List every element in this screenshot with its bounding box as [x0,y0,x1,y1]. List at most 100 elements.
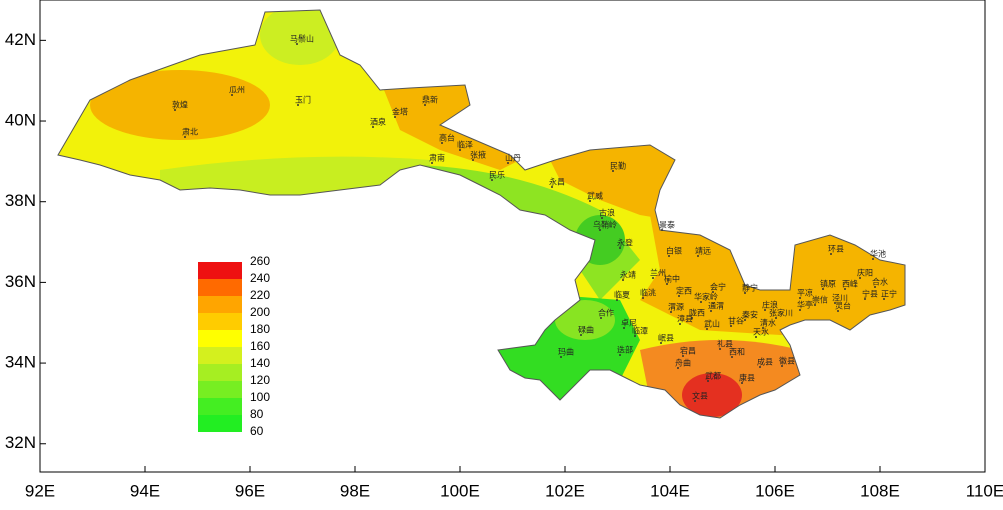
y-tick-label: 34N [5,353,36,372]
station-label: 天水 [753,327,769,337]
station-dot [706,328,708,330]
station-dot [762,327,764,329]
x-tick-label: 96E [235,481,265,500]
station-label: 徽县 [779,356,795,366]
station-label: 秦安 [742,310,758,320]
station-label: 通渭 [708,301,724,311]
station-dot [623,327,625,329]
station-label: 玛曲 [558,347,574,357]
station-label: 西峰 [842,279,858,289]
station-label: 民勤 [610,161,626,171]
station-label: 民乐 [489,170,505,180]
station-dot [660,342,662,344]
station-label: 白银 [666,246,682,256]
station-label: 合水 [872,277,888,287]
station-label: 宕昌 [680,346,696,356]
station-label: 灵台 [835,301,851,311]
station-label: 文县 [692,391,708,401]
station-dot [679,323,681,325]
station-dot [830,253,832,255]
legend-swatch [198,415,242,432]
legend-swatch [198,279,242,296]
x-tick-label: 102E [545,481,585,500]
station-label: 金塔 [392,107,408,117]
station-dot [864,298,866,300]
station-label: 礼县 [717,339,733,349]
station-dot [775,317,777,319]
station-dot [600,317,602,319]
station-dot [814,304,816,306]
station-label: 静宁 [742,283,758,293]
station-dot [297,104,299,106]
station-label: 瓜州 [229,86,245,95]
legend-swatch [198,381,242,398]
station-label: 崇信 [812,295,828,305]
station-label: 定西 [676,286,692,296]
station-label: 马鬃山 [290,34,314,44]
station-label: 临洮 [640,288,656,298]
station-label: 永靖 [620,270,636,280]
station-dot [694,400,696,402]
station-dot [472,159,474,161]
station-dot [670,311,672,313]
station-dot [697,255,699,257]
legend-label: 160 [250,339,270,353]
station-label: 岷县 [658,334,674,343]
station-dot [741,382,743,384]
station-dot [394,116,396,118]
station-label: 泾川 [832,294,848,303]
legend-swatch [198,347,242,364]
station-label: 山丹 [505,153,521,163]
station-label: 镇原 [820,279,836,289]
station-label: 永昌 [549,177,565,187]
station-label: 景泰 [659,220,675,230]
station-dot [759,366,761,368]
station-dot [296,43,298,45]
station-label: 卓尼 [621,318,637,328]
station-dot [799,297,801,299]
station-dot [799,309,801,311]
station-label: 临泽 [457,140,473,150]
station-label: 高台 [439,133,455,143]
station-dot [642,297,644,299]
station-label: 庆阳 [857,268,873,278]
station-dot [781,365,783,367]
station-dot [601,217,603,219]
station-label: 环县 [828,245,844,254]
station-dot [755,336,757,338]
y-tick-label: 38N [5,191,36,210]
station-dot [668,255,670,257]
station-dot [184,136,186,138]
station-label: 酒泉 [370,117,386,127]
station-dot [874,286,876,288]
station-dot [834,302,836,304]
station-label: 永登 [617,238,633,248]
station-dot [652,277,654,279]
station-label: 肃南 [429,153,445,163]
station-dot [710,310,712,312]
station-dot [612,170,614,172]
station-dot [859,277,861,279]
station-dot [661,229,663,231]
station-dot [678,295,680,297]
legend-label: 140 [250,356,270,370]
legend-swatch [198,296,242,313]
station-dot [719,348,721,350]
station-label: 庄浪 [762,300,778,310]
legend-label: 120 [250,373,270,387]
station-label: 甘谷 [728,316,744,326]
legend-label: 100 [250,390,270,404]
station-label: 临潭 [632,326,648,336]
station-label: 敦煌 [172,100,188,110]
legend-label: 60 [250,424,264,438]
x-tick-label: 110E [966,481,1003,500]
station-dot [744,292,746,294]
legend-label: 80 [250,407,264,421]
x-tick-label: 98E [340,481,370,500]
station-label: 临夏 [614,290,630,300]
station-label: 靖远 [695,246,711,256]
station-label: 肃北 [182,127,198,137]
station-label: 会宁 [710,282,726,292]
legend-swatch [198,313,242,330]
station-dot [580,334,582,336]
